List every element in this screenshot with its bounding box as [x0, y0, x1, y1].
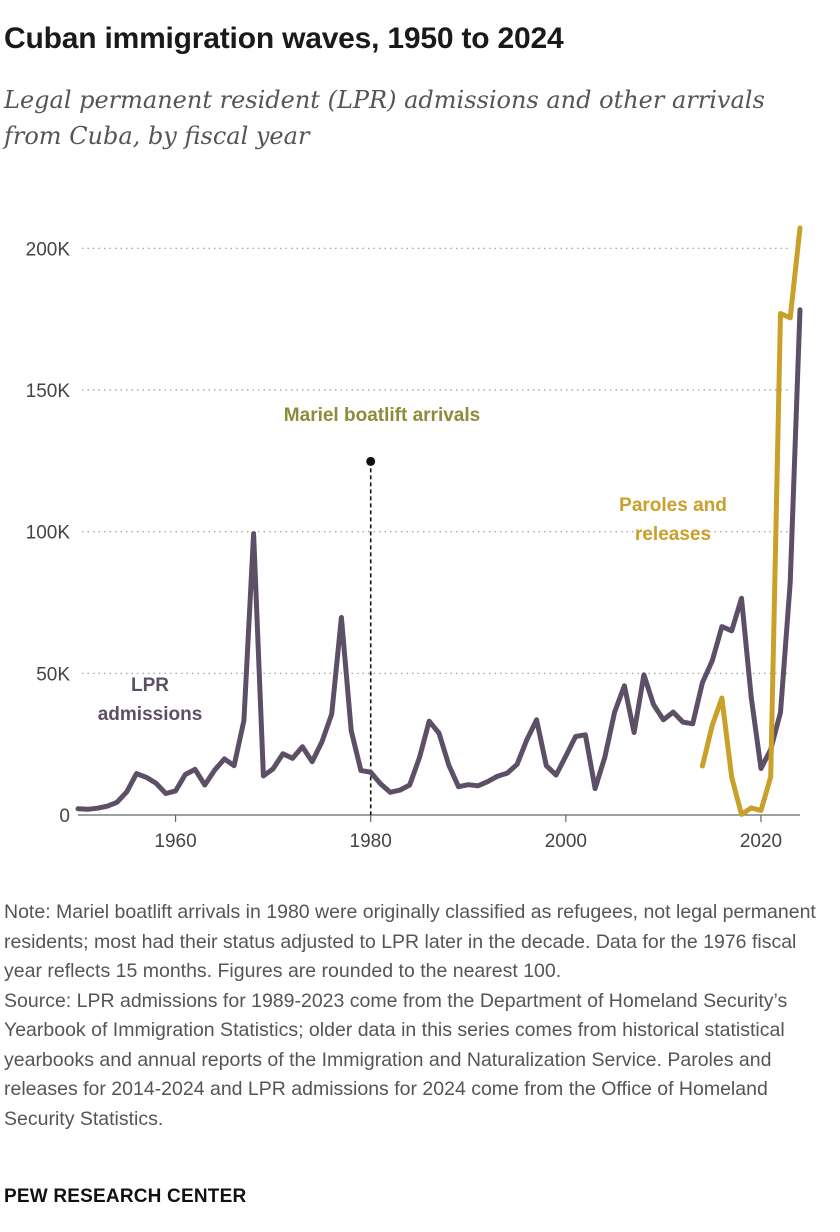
x-tick-label: 1980: [350, 831, 392, 852]
lpr-admissions-line: [75, 307, 803, 812]
y-tick-label: 0: [59, 806, 70, 827]
gridlines: [82, 247, 790, 674]
y-tick-label: 150K: [26, 381, 71, 402]
x-tick-label: 2000: [545, 831, 587, 852]
mariel-marker-dot: [366, 456, 376, 466]
x-axis: 1960 1980 2000 2020: [78, 814, 800, 852]
x-tick-label: 2020: [740, 831, 782, 852]
y-tick-label: 50K: [36, 664, 70, 685]
y-tick-label: 200K: [26, 239, 71, 260]
source-text: Source: LPR admissions for 1989-2023 com…: [4, 989, 788, 1130]
publisher-footer: PEW RESEARCH CENTER: [4, 1186, 247, 1207]
series-labels: Mariel boatlift arrivals Paroles and relea…: [98, 405, 727, 725]
x-tick-label: 1960: [154, 831, 196, 852]
line-chart: 0 50K 100K 150K 200K 1960 1980 2000 2020 Mariel…: [26, 225, 803, 852]
paroles-series-label: Paroles and releases: [619, 495, 727, 545]
mariel-series-label: Mariel boatlift arrivals: [284, 405, 480, 426]
chart-notes: Note: Mariel boatlift arrivals in 1980 w…: [4, 898, 836, 1134]
annotations: [366, 456, 376, 815]
chart-title: Cuban immigration waves, 1950 to 2024: [4, 22, 564, 55]
y-tick-label: 100K: [26, 523, 71, 544]
note-text: Note: Mariel boatlift arrivals in 1980 w…: [4, 901, 816, 982]
lpr-series-label: LPR admissions: [98, 675, 203, 725]
series-lines: [75, 225, 803, 817]
y-axis-ticks: 0 50K 100K 150K 200K: [26, 239, 71, 827]
paroles-releases-line: [699, 225, 803, 817]
chart-subtitle: Legal permanent resident (LPR) admission…: [4, 86, 765, 150]
